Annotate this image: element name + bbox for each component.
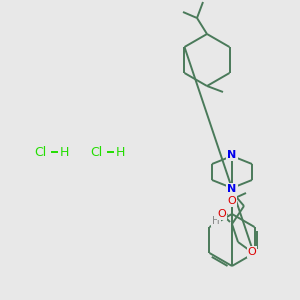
Text: Cl: Cl	[34, 146, 46, 158]
Text: H: H	[115, 146, 125, 158]
Text: O: O	[248, 247, 256, 257]
Text: N: N	[227, 184, 237, 194]
Text: O: O	[218, 209, 226, 219]
Text: H: H	[212, 216, 220, 226]
Text: H: H	[59, 146, 69, 158]
Text: Cl: Cl	[90, 146, 102, 158]
Text: N: N	[227, 150, 237, 160]
Text: O: O	[228, 196, 236, 206]
